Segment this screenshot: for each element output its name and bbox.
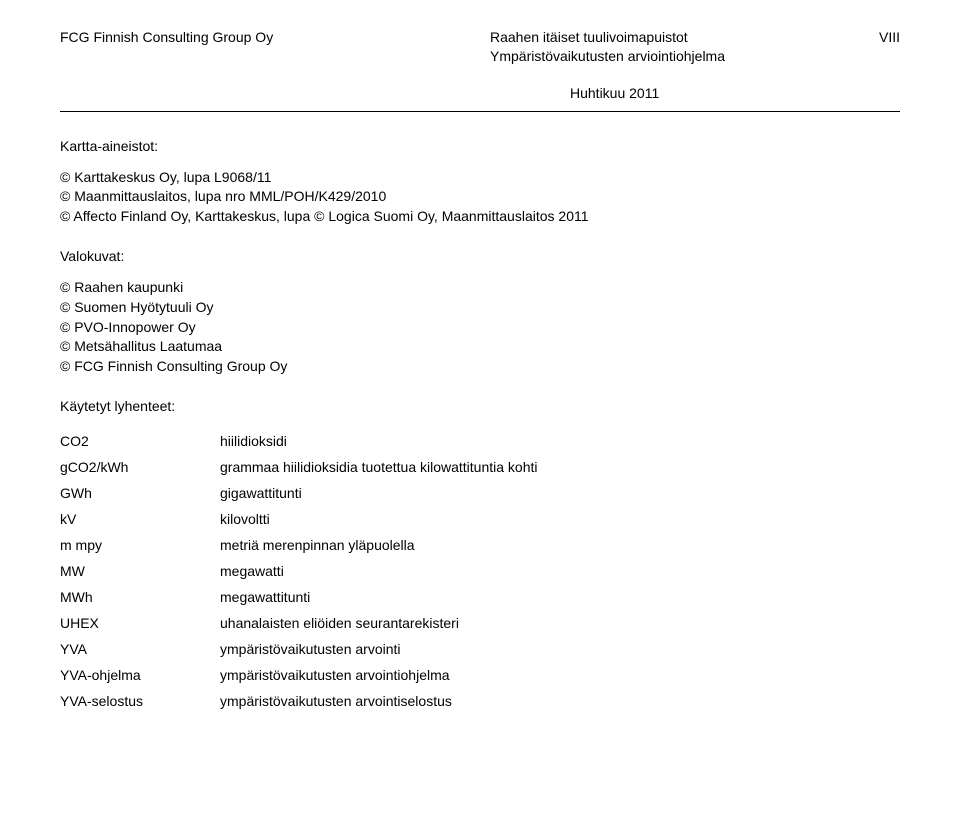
table-row: UHEXuhanalaisten eliöiden seurantarekist…	[60, 610, 538, 636]
header-rule	[60, 111, 900, 112]
abbrev-key: YVA	[60, 636, 220, 662]
valokuvat-title: Valokuvat:	[60, 248, 900, 264]
document-page: FCG Finnish Consulting Group Oy Raahen i…	[0, 0, 960, 813]
table-row: MWhmegawattitunti	[60, 584, 538, 610]
list-item: © Metsähallitus Laatumaa	[60, 337, 900, 357]
abbrev-key: UHEX	[60, 610, 220, 636]
abbrev-key: CO2	[60, 428, 220, 454]
header-date: Huhtikuu 2011	[490, 84, 840, 103]
table-row: YVA-selostusympäristövaikutusten arvoint…	[60, 688, 538, 714]
lyhenteet-title: Käytetyt lyhenteet:	[60, 398, 900, 414]
list-item: © Karttakeskus Oy, lupa L9068/11	[60, 168, 900, 188]
list-item: © Affecto Finland Oy, Karttakeskus, lupa…	[60, 207, 900, 227]
table-row: YVA-ohjelmaympäristövaikutusten arvointi…	[60, 662, 538, 688]
list-item: © Raahen kaupunki	[60, 278, 900, 298]
header-center-line2: Ympäristövaikutusten arviointiohjelma	[490, 47, 840, 66]
table-row: kVkilovoltti	[60, 506, 538, 532]
abbrev-key: m mpy	[60, 532, 220, 558]
abbrev-key: YVA-ohjelma	[60, 662, 220, 688]
table-row: YVAympäristövaikutusten arvointi	[60, 636, 538, 662]
abbrev-value: gigawattitunti	[220, 480, 538, 506]
header-left: FCG Finnish Consulting Group Oy	[60, 28, 410, 103]
list-item: © FCG Finnish Consulting Group Oy	[60, 357, 900, 377]
table-row: CO2hiilidioksidi	[60, 428, 538, 454]
abbrev-value: kilovoltti	[220, 506, 538, 532]
table-row: gCO2/kWhgrammaa hiilidioksidia tuotettua…	[60, 454, 538, 480]
abbrev-key: YVA-selostus	[60, 688, 220, 714]
abbrev-value: ympäristövaikutusten arvointiohjelma	[220, 662, 538, 688]
list-item: © Maanmittauslaitos, lupa nro MML/POH/K4…	[60, 187, 900, 207]
header-center: Raahen itäiset tuulivoimapuistot Ympäris…	[410, 28, 840, 103]
page-header: FCG Finnish Consulting Group Oy Raahen i…	[60, 28, 900, 103]
list-item: © Suomen Hyötytuuli Oy	[60, 298, 900, 318]
abbrev-key: kV	[60, 506, 220, 532]
abbrev-key: MWh	[60, 584, 220, 610]
abbrev-value: ympäristövaikutusten arvointi	[220, 636, 538, 662]
abbrev-value: megawattitunti	[220, 584, 538, 610]
table-row: m mpymetriä merenpinnan yläpuolella	[60, 532, 538, 558]
page-number: VIII	[840, 28, 900, 103]
kartta-aineistot-title: Kartta-aineistot:	[60, 138, 900, 154]
abbreviations-table: CO2hiilidioksidigCO2/kWhgrammaa hiilidio…	[60, 428, 538, 714]
abbrev-value: hiilidioksidi	[220, 428, 538, 454]
abbrev-value: uhanalaisten eliöiden seurantarekisteri	[220, 610, 538, 636]
abbrev-key: MW	[60, 558, 220, 584]
abbrev-value: ympäristövaikutusten arvointiselostus	[220, 688, 538, 714]
table-row: GWhgigawattitunti	[60, 480, 538, 506]
abbrev-value: grammaa hiilidioksidia tuotettua kilowat…	[220, 454, 538, 480]
kartta-aineistot-list: © Karttakeskus Oy, lupa L9068/11© Maanmi…	[60, 168, 900, 227]
table-row: MWmegawatti	[60, 558, 538, 584]
abbrev-key: GWh	[60, 480, 220, 506]
abbrev-value: metriä merenpinnan yläpuolella	[220, 532, 538, 558]
valokuvat-list: © Raahen kaupunki© Suomen Hyötytuuli Oy©…	[60, 278, 900, 376]
header-center-line1: Raahen itäiset tuulivoimapuistot	[490, 28, 840, 47]
abbrev-key: gCO2/kWh	[60, 454, 220, 480]
list-item: © PVO-Innopower Oy	[60, 318, 900, 338]
abbrev-value: megawatti	[220, 558, 538, 584]
